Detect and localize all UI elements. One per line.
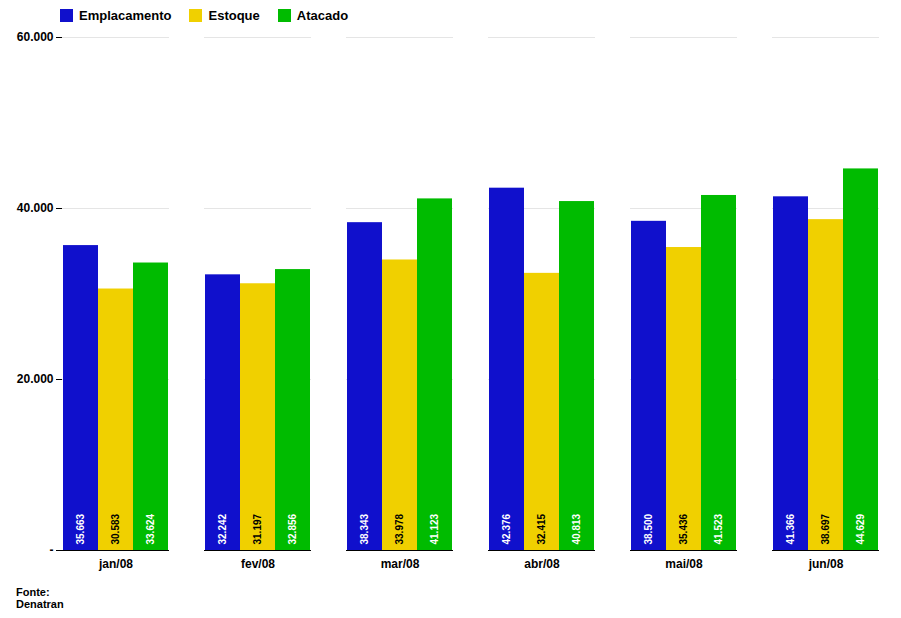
- html-text:Estoque: Estoque: [208, 8, 260, 23]
- svg-text:41.366: 41.366: [785, 513, 796, 544]
- svg-text:42.376: 42.376: [501, 513, 512, 544]
- svg-text:jan/08: jan/08: [98, 557, 133, 571]
- svg-text:32.415: 32.415: [536, 513, 547, 544]
- svg-text:abr/08: abr/08: [524, 557, 560, 571]
- svg-text:mai/08: mai/08: [665, 557, 703, 571]
- svg-text:60.000: 60.000: [17, 30, 54, 44]
- svg-text:fev/08: fev/08: [241, 557, 275, 571]
- svg-text:20.000: 20.000: [17, 372, 54, 386]
- html-text:Emplacamento: Emplacamento: [79, 8, 172, 23]
- svg-text:mar/08: mar/08: [381, 557, 420, 571]
- svg-text:jun/08: jun/08: [808, 557, 844, 571]
- svg-text:40.813: 40.813: [571, 513, 582, 544]
- svg-text:30.583: 30.583: [110, 513, 121, 544]
- svg-text:41.523: 41.523: [713, 513, 724, 544]
- svg-text:44.629: 44.629: [855, 513, 866, 544]
- html-text:Atacado: Atacado: [296, 8, 349, 23]
- svg-text:38.697: 38.697: [820, 513, 831, 544]
- svg-text:35.663: 35.663: [75, 513, 86, 544]
- html-text:Fonte: Denatran: Fonte: Denatran: [16, 586, 64, 610]
- svg-text:33.624: 33.624: [145, 513, 156, 544]
- svg-text:33.978: 33.978: [394, 513, 405, 544]
- svg-text:41.123: 41.123: [429, 513, 440, 544]
- svg-text:-: -: [50, 543, 54, 557]
- svg-text:38.500: 38.500: [643, 513, 654, 544]
- svg-text:40.000: 40.000: [17, 201, 54, 215]
- svg-text:31.197: 31.197: [252, 513, 263, 544]
- svg-text:32.242: 32.242: [217, 513, 228, 544]
- svg-text:35.436: 35.436: [678, 513, 689, 544]
- svg-text:32.856: 32.856: [287, 513, 298, 544]
- svg-text:38.343: 38.343: [359, 513, 370, 544]
